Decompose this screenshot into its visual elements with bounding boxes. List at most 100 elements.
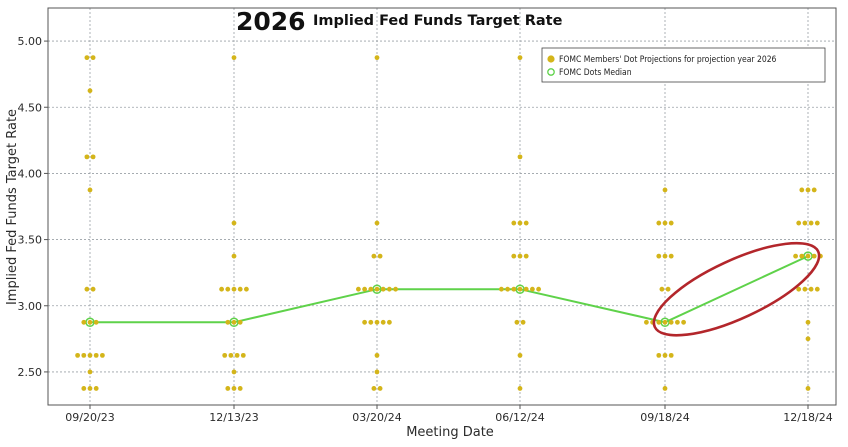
x-tick-label: 12/13/23: [209, 411, 258, 424]
dot-projection: [814, 286, 820, 292]
dot-projection: [511, 253, 517, 259]
dot-projection: [231, 386, 237, 391]
dot-projection: [517, 286, 523, 292]
dot-projection: [662, 253, 668, 259]
dot-projection: [659, 286, 665, 292]
dot-projection: [374, 220, 380, 226]
median-line: [90, 255, 809, 324]
dot-projection: [81, 319, 87, 325]
x-tick-label: 03/20/24: [352, 411, 401, 424]
dot-projection: [517, 220, 523, 226]
dot-projection: [93, 386, 99, 391]
dot-projection: [84, 55, 90, 61]
dot-projection: [811, 253, 817, 259]
dot-projection: [681, 319, 686, 325]
dot-projection: [511, 220, 517, 226]
dot-projection: [662, 187, 668, 193]
chart-title: 2026 Implied Fed Funds Target Rate: [236, 7, 563, 36]
dot-projection: [517, 253, 523, 259]
dot-projection: [523, 220, 529, 226]
dot-projection: [225, 286, 231, 292]
dot-projection: [374, 286, 380, 292]
dot-projection: [380, 286, 386, 292]
dot-series: [75, 55, 823, 391]
dot-projection: [802, 286, 808, 292]
dot-projection: [368, 286, 374, 292]
dot-projection: [377, 253, 383, 259]
dot-projection: [84, 154, 90, 160]
dot-projection: [237, 286, 243, 292]
dot-projection: [374, 352, 380, 358]
dot-projection: [393, 286, 398, 292]
y-tick-label: 3.50: [18, 234, 43, 247]
dot-projection: [662, 352, 668, 358]
dot-projection: [231, 286, 237, 292]
dot-projection: [656, 352, 662, 358]
dot-projection: [81, 386, 87, 391]
legend-median-marker: [547, 68, 555, 76]
dot-projection: [222, 352, 228, 358]
title-text: Implied Fed Funds Target Rate: [313, 13, 563, 29]
dot-projection: [90, 286, 96, 292]
legend-median-label: FOMC Dots Median: [559, 68, 632, 78]
dot-projection: [371, 386, 377, 391]
dot-projection: [90, 55, 96, 61]
dot-projection: [387, 286, 392, 292]
y-tick-label: 2.50: [18, 366, 43, 379]
dot-projection: [244, 286, 249, 292]
dot-projection: [374, 369, 380, 375]
dot-projection: [231, 253, 237, 259]
dot-projection: [793, 253, 798, 259]
x-tick-label: 12/18/24: [783, 411, 832, 424]
dot-projection: [796, 220, 802, 226]
dot-projection: [644, 319, 649, 325]
annotation-ellipse: [652, 241, 821, 337]
dot-projection: [90, 154, 96, 160]
x-tick-label: 09/18/24: [640, 411, 689, 424]
dot-projection: [234, 352, 240, 358]
dot-projection: [808, 286, 814, 292]
dot-projection: [228, 352, 234, 358]
y-tick-label: 4.50: [18, 101, 43, 114]
dot-projection: [75, 352, 80, 358]
annotation: [652, 241, 821, 337]
dot-projection: [219, 286, 225, 292]
dot-projection: [237, 319, 243, 325]
dot-projection: [374, 319, 380, 325]
dot-projection: [87, 319, 93, 325]
dot-projection: [536, 286, 541, 292]
dot-projection: [517, 55, 523, 61]
dot-projection: [662, 386, 668, 391]
dot-projection: [231, 319, 237, 325]
dot-projection: [814, 220, 820, 226]
dot-projection: [87, 386, 93, 391]
x-axis-title: Meeting Date: [406, 425, 494, 440]
plot-frame: [47, 7, 837, 406]
x-tick-label: 06/12/24: [495, 411, 544, 424]
dot-projection: [656, 220, 662, 226]
dot-projection: [93, 319, 99, 325]
y-tick-label: 5.00: [18, 35, 43, 48]
dot-projection: [368, 319, 374, 325]
dot-projection: [87, 187, 93, 193]
title-year: 2026: [236, 7, 306, 36]
y-axis-title: Implied Fed Funds Target Rate: [5, 109, 20, 305]
dot-projection: [665, 286, 671, 292]
dot-projection: [805, 336, 811, 342]
dot-projection: [517, 352, 523, 358]
dot-projection: [84, 286, 90, 292]
dot-projection: [87, 88, 93, 94]
dot-projection: [808, 220, 814, 226]
dot-projection: [799, 187, 805, 193]
dot-projection: [520, 319, 526, 325]
dot-projection: [231, 369, 237, 375]
dot-projection: [362, 319, 367, 325]
dot-projection: [225, 319, 231, 325]
legend-dots-label: FOMC Members' Dot Projections for projec…: [559, 55, 777, 65]
dot-projection: [799, 253, 805, 259]
grid: [48, 8, 836, 405]
y-tick-label: 3.00: [18, 300, 43, 313]
dot-projection: [805, 386, 811, 391]
dot-projection: [668, 352, 674, 358]
